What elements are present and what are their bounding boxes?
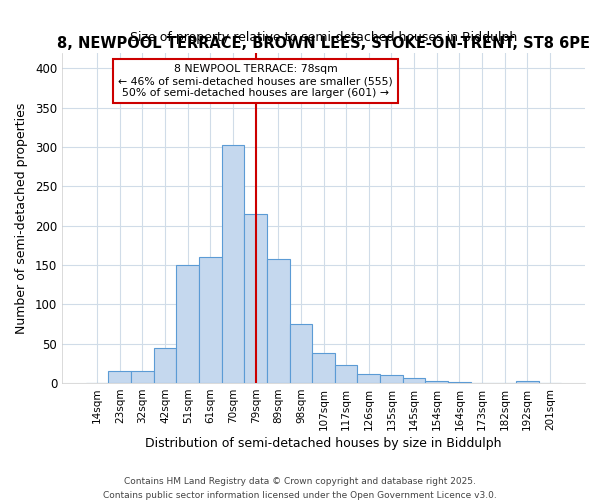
Bar: [244, 214, 267, 383]
Bar: [358, 374, 380, 383]
Bar: [335, 365, 358, 383]
Bar: [312, 353, 335, 383]
Title: 8, NEWPOOL TERRACE, BROWN LEES, STOKE-ON-TRENT, ST8 6PE: 8, NEWPOOL TERRACE, BROWN LEES, STOKE-ON…: [57, 36, 590, 52]
Bar: [131, 372, 154, 383]
Bar: [154, 348, 176, 383]
Bar: [380, 375, 403, 383]
Text: 8 NEWPOOL TERRACE: 78sqm
← 46% of semi-detached houses are smaller (555)
50% of : 8 NEWPOOL TERRACE: 78sqm ← 46% of semi-d…: [118, 64, 393, 98]
Bar: [403, 378, 425, 383]
Bar: [267, 259, 290, 383]
Y-axis label: Number of semi-detached properties: Number of semi-detached properties: [15, 102, 28, 334]
Bar: [109, 372, 131, 383]
Text: Contains HM Land Registry data © Crown copyright and database right 2025.
Contai: Contains HM Land Registry data © Crown c…: [103, 478, 497, 500]
Bar: [425, 382, 448, 383]
Bar: [516, 382, 539, 383]
X-axis label: Distribution of semi-detached houses by size in Biddulph: Distribution of semi-detached houses by …: [145, 437, 502, 450]
Bar: [290, 324, 312, 383]
Bar: [176, 265, 199, 383]
Text: Size of property relative to semi-detached houses in Biddulph: Size of property relative to semi-detach…: [130, 32, 517, 44]
Bar: [221, 144, 244, 383]
Bar: [199, 257, 221, 383]
Bar: [448, 382, 470, 383]
